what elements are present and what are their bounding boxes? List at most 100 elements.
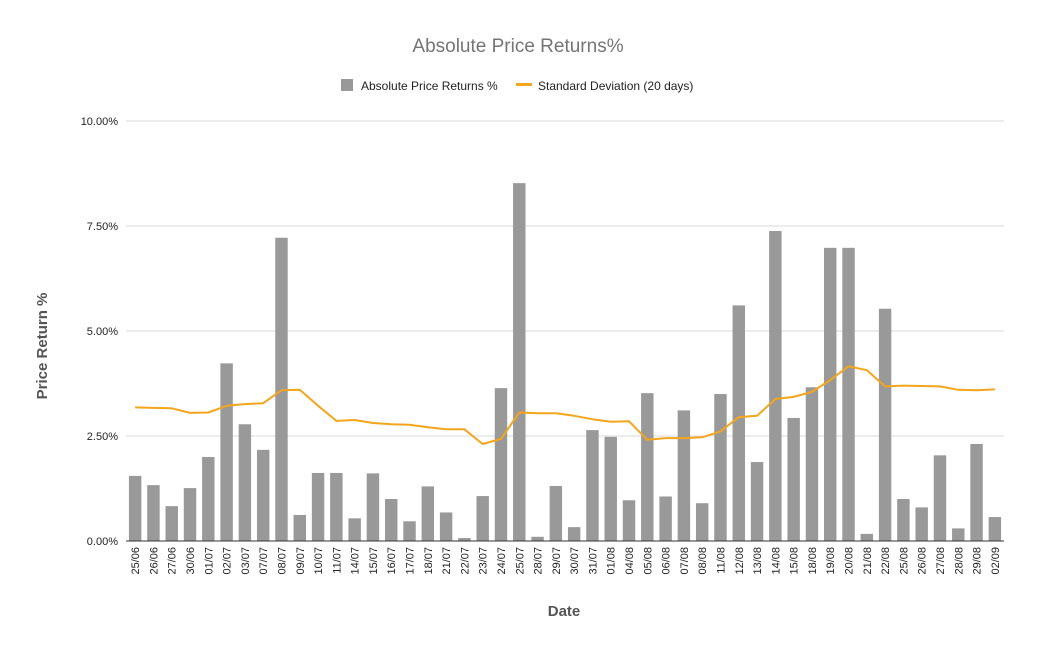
- bar: [128, 475, 142, 541]
- y-tick-label: 7.50%: [87, 221, 118, 233]
- y-axis-title: Price Return %: [34, 293, 51, 400]
- x-tick-label: 01/08: [606, 547, 618, 575]
- x-tick-label: 20/08: [844, 547, 856, 575]
- bar: [476, 496, 489, 541]
- bar: [860, 533, 874, 541]
- legend-swatch-bars: [341, 79, 353, 91]
- x-tick-label: 19/08: [825, 547, 837, 575]
- x-tick-label: 06/08: [661, 547, 673, 575]
- bar: [897, 499, 910, 541]
- bar: [750, 462, 764, 541]
- bar: [659, 496, 672, 541]
- bar: [586, 430, 599, 541]
- x-tick-label: 25/06: [130, 547, 142, 575]
- x-tick-label: 17/07: [405, 547, 417, 575]
- x-tick-label: 05/08: [642, 547, 654, 575]
- bar: [842, 247, 855, 541]
- bar: [165, 506, 178, 541]
- bar: [439, 512, 453, 541]
- x-tick-label: 22/07: [459, 547, 471, 575]
- x-tick-label: 08/08: [697, 547, 709, 575]
- bar: [147, 485, 160, 541]
- bar: [952, 528, 965, 541]
- bar: [293, 514, 306, 541]
- bar: [531, 536, 544, 541]
- bar: [805, 387, 819, 541]
- bar: [238, 424, 252, 541]
- bar: [183, 488, 197, 541]
- legend-label-bars: Absolute Price Returns %: [361, 79, 498, 93]
- bar: [494, 388, 508, 541]
- std-dev-series-line: [135, 365, 995, 445]
- bar: [824, 247, 837, 541]
- x-tick-label: 11/07: [331, 547, 343, 574]
- x-tick-label: 02/07: [222, 547, 234, 575]
- x-tick-label: 21/08: [862, 547, 874, 575]
- x-tick-label: 29/08: [972, 547, 984, 575]
- x-tick-label: 29/07: [551, 547, 563, 575]
- x-tick-label: 28/07: [533, 547, 545, 575]
- x-tick-label: 23/07: [478, 547, 490, 575]
- bar: [769, 231, 782, 542]
- x-tick-label: 14/08: [770, 547, 782, 575]
- bar: [604, 436, 617, 541]
- x-tick-label: 25/07: [514, 547, 526, 575]
- x-tick-label: 28/08: [953, 547, 965, 575]
- x-tick-label: 25/08: [898, 547, 910, 575]
- y-tick-labels: 0.00% 2.50% 5.00% 7.50% 10.00%: [81, 116, 119, 548]
- gridlines: [126, 120, 1004, 437]
- bar: [549, 485, 563, 541]
- x-tick-label: 31/07: [587, 547, 599, 575]
- bar: [458, 538, 471, 541]
- bar: [202, 457, 215, 541]
- bar: [695, 503, 709, 541]
- x-tick-label: 26/08: [917, 547, 929, 575]
- bars: [128, 183, 1002, 542]
- y-tick-label: 2.50%: [87, 431, 118, 443]
- bar: [787, 417, 800, 541]
- chart-title: Absolute Price Returns%: [412, 36, 623, 57]
- bar: [933, 455, 947, 541]
- x-tick-label: 18/07: [423, 547, 435, 575]
- bar: [403, 521, 416, 541]
- bar: [366, 473, 380, 541]
- y-tick-label: 10.00%: [81, 116, 119, 128]
- bar: [421, 486, 435, 541]
- x-tick-label: 08/07: [276, 547, 288, 575]
- x-tick-label: 16/07: [386, 547, 398, 575]
- x-tick-label: 02/09: [990, 547, 1002, 575]
- x-tick-label: 01/07: [203, 547, 215, 575]
- x-tick-label: 21/07: [441, 547, 453, 575]
- bar: [311, 472, 325, 541]
- x-tick-label: 04/08: [624, 547, 636, 575]
- bar: [513, 183, 526, 541]
- bar: [641, 393, 654, 541]
- x-tick-label: 18/08: [807, 547, 819, 575]
- x-tick-label: 03/07: [240, 547, 252, 575]
- x-tick-labels: 25/06 26/06 27/06 30/06 01/07 02/07 03/07 07/07…: [130, 547, 1002, 575]
- bar: [878, 308, 892, 541]
- x-axis-title: Date: [548, 603, 581, 620]
- x-tick-label: 12/08: [734, 547, 746, 575]
- bar: [220, 363, 233, 541]
- x-tick-label: 10/07: [313, 547, 325, 575]
- x-tick-label: 11/08: [715, 547, 727, 574]
- x-tick-label: 26/06: [148, 547, 160, 575]
- bar: [256, 449, 270, 541]
- bar: [385, 499, 398, 541]
- x-tick-label: 07/07: [258, 547, 270, 575]
- y-tick-label: 0.00%: [87, 536, 118, 548]
- bar: [622, 500, 636, 541]
- bar: [330, 472, 343, 541]
- x-tick-label: 27/08: [935, 547, 947, 575]
- bar: [714, 394, 727, 541]
- x-tick-label: 30/06: [185, 547, 197, 575]
- bar: [988, 517, 1002, 541]
- x-tick-label: 15/08: [789, 547, 801, 575]
- x-tick-label: 07/08: [679, 547, 691, 575]
- x-tick-label: 24/07: [496, 547, 508, 575]
- bar: [677, 410, 691, 541]
- legend: Absolute Price Returns % Standard Deviat…: [341, 79, 693, 93]
- legend-swatch-line: [516, 83, 532, 86]
- bar: [567, 527, 581, 541]
